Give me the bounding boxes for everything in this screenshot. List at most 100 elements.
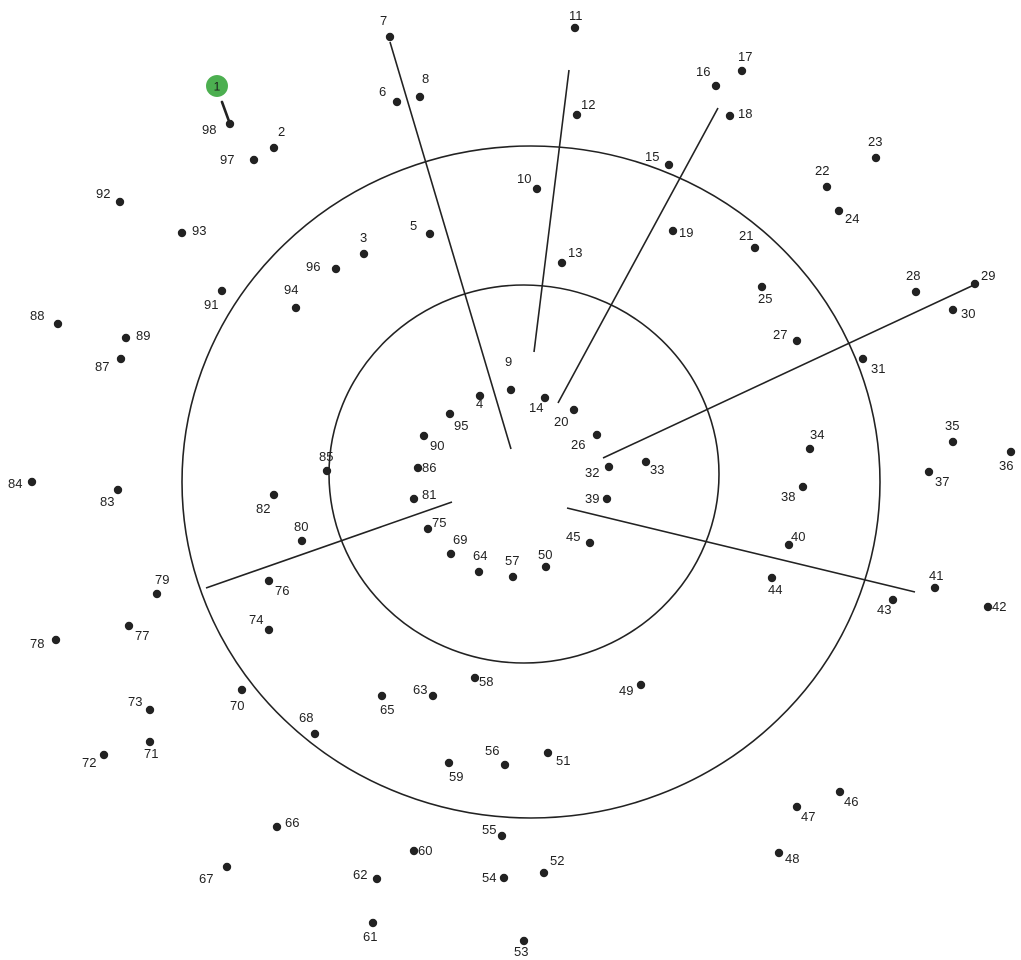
dot-marker[interactable]: [592, 430, 602, 440]
dot-marker[interactable]: [385, 32, 395, 42]
dot-marker[interactable]: [664, 160, 674, 170]
dot-49[interactable]: 49: [619, 680, 646, 698]
dot-97[interactable]: 97: [220, 152, 259, 167]
dot-marker[interactable]: [470, 673, 480, 683]
dot-marker[interactable]: [372, 874, 382, 884]
dot-marker[interactable]: [540, 393, 550, 403]
dot-marker[interactable]: [225, 119, 235, 129]
dot-marker[interactable]: [419, 431, 429, 441]
dot-7[interactable]: 7: [380, 13, 395, 42]
dot-marker[interactable]: [767, 573, 777, 583]
dot-marker[interactable]: [331, 264, 341, 274]
dot-47[interactable]: 47: [792, 802, 816, 824]
start-marker[interactable]: 1: [206, 75, 228, 97]
dot-96[interactable]: 96: [306, 259, 341, 274]
start-dot[interactable]: [206, 75, 228, 97]
dot-marker[interactable]: [264, 625, 274, 635]
dot-68[interactable]: 68: [299, 710, 320, 739]
dot-marker[interactable]: [508, 572, 518, 582]
dot-marker[interactable]: [792, 802, 802, 812]
dot-86[interactable]: 86: [413, 460, 437, 475]
dot-marker[interactable]: [124, 621, 134, 631]
dot-74[interactable]: 74: [249, 612, 274, 635]
dot-marker[interactable]: [805, 444, 815, 454]
dot-26[interactable]: 26: [571, 430, 602, 452]
dot-marker[interactable]: [888, 595, 898, 605]
dot-77[interactable]: 77: [124, 621, 150, 643]
dot-9[interactable]: 9: [505, 354, 516, 395]
dot-60[interactable]: 60: [409, 843, 433, 858]
dot-marker[interactable]: [177, 228, 187, 238]
dot-marker[interactable]: [359, 249, 369, 259]
dot-marker[interactable]: [113, 485, 123, 495]
dot-marker[interactable]: [377, 691, 387, 701]
dot-89[interactable]: 89: [121, 328, 151, 343]
dot-marker[interactable]: [474, 567, 484, 577]
dot-21[interactable]: 21: [739, 228, 760, 253]
dot-marker[interactable]: [948, 305, 958, 315]
dot-41[interactable]: 41: [929, 568, 943, 593]
dot-29[interactable]: 29: [970, 268, 996, 289]
dot-71[interactable]: 71: [144, 737, 158, 761]
dot-36[interactable]: 36: [999, 447, 1016, 473]
dot-marker[interactable]: [53, 319, 63, 329]
dot-73[interactable]: 73: [128, 694, 155, 715]
dot-58[interactable]: 58: [470, 673, 494, 689]
dot-marker[interactable]: [121, 333, 131, 343]
dot-8[interactable]: 8: [415, 71, 429, 102]
dot-62[interactable]: 62: [353, 867, 382, 884]
dot-80[interactable]: 80: [294, 519, 308, 546]
dot-marker[interactable]: [668, 226, 678, 236]
dot-90[interactable]: 90: [419, 431, 445, 453]
dot-marker[interactable]: [930, 583, 940, 593]
dot-53[interactable]: 53: [514, 936, 528, 959]
dot-marker[interactable]: [792, 336, 802, 346]
dot-marker[interactable]: [428, 691, 438, 701]
dot-marker[interactable]: [911, 287, 921, 297]
dot-marker[interactable]: [983, 602, 993, 612]
dot-12[interactable]: 12: [572, 97, 596, 120]
dot-91[interactable]: 91: [204, 286, 227, 312]
dot-32[interactable]: 32: [585, 462, 614, 480]
dot-76[interactable]: 76: [264, 576, 290, 598]
dot-marker[interactable]: [798, 482, 808, 492]
dot-30[interactable]: 30: [948, 305, 976, 321]
dot-13[interactable]: 13: [557, 245, 583, 268]
dot-marker[interactable]: [297, 536, 307, 546]
dot-81[interactable]: 81: [409, 487, 437, 504]
dot-marker[interactable]: [970, 279, 980, 289]
dot-marker[interactable]: [27, 477, 37, 487]
dot-27[interactable]: 27: [773, 327, 802, 346]
dot-88[interactable]: 88: [30, 308, 63, 329]
dot-marker[interactable]: [539, 868, 549, 878]
dot-marker[interactable]: [499, 873, 509, 883]
dot-92[interactable]: 92: [96, 186, 125, 207]
dot-50[interactable]: 50: [538, 547, 552, 572]
dot-marker[interactable]: [570, 23, 580, 33]
dot-35[interactable]: 35: [945, 418, 959, 447]
dot-84[interactable]: 84: [8, 476, 37, 491]
dot-25[interactable]: 25: [757, 282, 773, 306]
dot-marker[interactable]: [948, 437, 958, 447]
dot-marker[interactable]: [116, 354, 126, 364]
dot-marker[interactable]: [500, 760, 510, 770]
dot-marker[interactable]: [834, 206, 844, 216]
dot-83[interactable]: 83: [100, 485, 123, 509]
dot-46[interactable]: 46: [835, 787, 859, 809]
dot-28[interactable]: 28: [906, 268, 921, 297]
dot-20[interactable]: 20: [554, 405, 579, 429]
dot-72[interactable]: 72: [82, 750, 109, 770]
dot-marker[interactable]: [291, 303, 301, 313]
dot-31[interactable]: 31: [858, 354, 886, 376]
dot-marker[interactable]: [543, 748, 553, 758]
dot-marker[interactable]: [835, 787, 845, 797]
dot-22[interactable]: 22: [815, 163, 832, 192]
dot-marker[interactable]: [444, 758, 454, 768]
dot-87[interactable]: 87: [95, 354, 126, 374]
dot-marker[interactable]: [99, 750, 109, 760]
dot-marker[interactable]: [737, 66, 747, 76]
dot-marker[interactable]: [269, 143, 279, 153]
dot-33[interactable]: 33: [641, 457, 665, 477]
dot-34[interactable]: 34: [805, 427, 825, 454]
dot-39[interactable]: 39: [585, 491, 612, 506]
